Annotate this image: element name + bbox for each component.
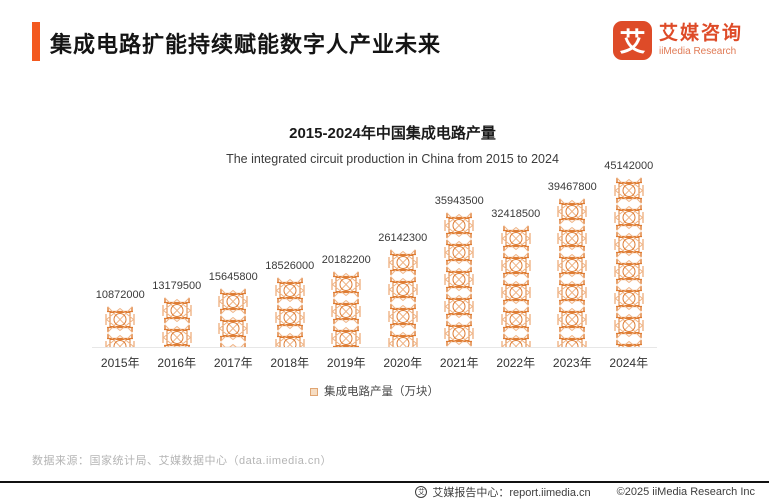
- chart-subtitle: The integrated circuit production in Chi…: [226, 152, 559, 166]
- bar-x-label: 2022年: [496, 356, 536, 370]
- logo-name-en: iiMedia Research: [658, 46, 737, 58]
- bar-group: 20182200 2019年: [318, 148, 375, 370]
- bar-value-label: 13179500: [152, 280, 202, 292]
- lattice-block-icon: [444, 212, 474, 239]
- lattice-block-icon: [614, 177, 644, 204]
- bar-value-label: 10872000: [95, 289, 145, 301]
- bar-x-label: 2019年: [326, 356, 366, 370]
- lattice-block-icon: [444, 266, 474, 293]
- bar: [614, 177, 644, 347]
- bar: [218, 288, 248, 347]
- lattice-block-icon: [501, 279, 531, 306]
- bar-value-label: 18526000: [265, 260, 315, 272]
- lattice-block-icon: [331, 298, 361, 325]
- bar-value-label: 15645800: [208, 271, 258, 283]
- bar: [162, 297, 192, 347]
- bar-x-label: 2015年: [100, 356, 140, 370]
- lattice-block-icon: [275, 304, 305, 331]
- footer-copyright: ©2025 iiMedia Research Inc: [616, 485, 755, 498]
- chart-header: 2015-2024年中国集成电路产量 The integrated circui…: [8, 122, 769, 166]
- bar-x-label: 2017年: [213, 356, 253, 370]
- lattice-block-icon: [501, 306, 531, 333]
- bar-x-label: 2018年: [270, 356, 310, 370]
- lattice-block-icon: [501, 333, 531, 347]
- iimedia-logo-icon: 艾: [612, 21, 652, 60]
- bar-group: 15645800 2017年: [205, 148, 262, 370]
- legend-marker-icon: [310, 388, 318, 396]
- lattice-block-icon: [220, 342, 247, 347]
- bar-value-label: 35943500: [434, 195, 484, 207]
- lattice-block-icon: [275, 277, 305, 304]
- bar-x-label: 2016年: [157, 356, 197, 370]
- bar-value-label: 39467800: [547, 181, 597, 193]
- chart-legend: 集成电路产量（万块）: [92, 383, 657, 399]
- bar-group: 26142300 2020年: [375, 148, 432, 370]
- iimedia-logo: 艾 艾媒咨询 iiMedia Research: [612, 21, 743, 60]
- lattice-block-icon: [388, 249, 418, 276]
- lattice-block-icon: [331, 325, 361, 347]
- lattice-block-icon: [614, 204, 644, 231]
- bar-group: 45142000 2024年: [601, 148, 658, 370]
- bar-x-label: 2021年: [439, 356, 479, 370]
- bar-group: 10872000 2015年: [92, 148, 149, 370]
- data-source-note: 数据来源：国家统计局、艾媒数据中心（data.iimedia.cn）: [32, 455, 332, 467]
- bar-value-label: 20182200: [321, 254, 371, 266]
- lattice-block-icon: [501, 225, 531, 252]
- lattice-block-icon: [614, 285, 644, 312]
- lattice-block-icon: [614, 258, 644, 285]
- lattice-block-icon: [557, 333, 587, 347]
- bar-x-label: 2020年: [383, 356, 423, 370]
- bar-x-label: 2023年: [552, 356, 592, 370]
- lattice-block-icon: [557, 225, 587, 252]
- lattice-block-icon: [218, 315, 248, 342]
- iimedia-badge-icon: 艾: [415, 485, 428, 498]
- bar-group: 35943500 2021年: [431, 148, 488, 370]
- lattice-block-icon: [444, 239, 474, 266]
- lattice-block-icon: [557, 252, 587, 279]
- bar-group: 13179500 2016年: [149, 148, 206, 370]
- footer-report-center: 艾媒报告中心：report.iimedia.cn: [432, 486, 591, 499]
- lattice-block-icon: [218, 288, 248, 315]
- lattice-block-icon: [557, 198, 587, 225]
- lattice-block-icon: [444, 320, 474, 347]
- lattice-block-icon: [162, 324, 192, 347]
- bar: [444, 212, 474, 347]
- lattice-block-icon: [615, 339, 642, 347]
- lattice-block-icon: [614, 312, 644, 339]
- bar: [275, 277, 305, 347]
- lattice-block-icon: [275, 331, 305, 347]
- bar: [557, 198, 587, 347]
- plot-area: 10872000 2015年 13179500 2016年 15645800 2017年 1…: [92, 148, 658, 370]
- lattice-block-icon: [388, 303, 418, 330]
- bar-value-label: 26142300: [378, 232, 428, 244]
- lattice-block-icon: [444, 293, 474, 320]
- lattice-block-icon: [331, 271, 361, 298]
- lattice-block-icon: [105, 306, 135, 333]
- footer-bar: 艾 艾媒报告中心：report.iimedia.cn ©2025 iiMedia…: [0, 481, 769, 500]
- bar-value-label: 32418500: [491, 208, 541, 220]
- bar-value-label: 45142000: [604, 160, 654, 172]
- bar-group: 18526000 2018年: [262, 148, 319, 370]
- legend-label: 集成电路产量（万块）: [324, 386, 439, 398]
- lattice-block-icon: [501, 252, 531, 279]
- bar: [105, 306, 135, 347]
- bar: [388, 249, 418, 347]
- logo-name-cn: 艾媒咨询: [658, 22, 743, 44]
- chart-title: 2015-2024年中国集成电路产量: [289, 125, 496, 142]
- lattice-block-icon: [614, 231, 644, 258]
- lattice-block-icon: [388, 276, 418, 303]
- lattice-block-icon: [388, 330, 418, 347]
- lattice-block-icon: [557, 279, 587, 306]
- lattice-block-icon: [557, 306, 587, 333]
- page-title: 集成电路扩能持续赋能数字人产业未来: [50, 32, 442, 57]
- bar-x-label: 2024年: [609, 356, 649, 370]
- bar: [331, 271, 361, 347]
- bar: [501, 225, 531, 347]
- lattice-block-icon: [162, 297, 192, 324]
- bar-group: 39467800 2023年: [544, 148, 601, 370]
- title-accent-bar: [32, 22, 40, 61]
- lattice-block-icon: [105, 333, 135, 347]
- bar-group: 32418500 2022年: [488, 148, 545, 370]
